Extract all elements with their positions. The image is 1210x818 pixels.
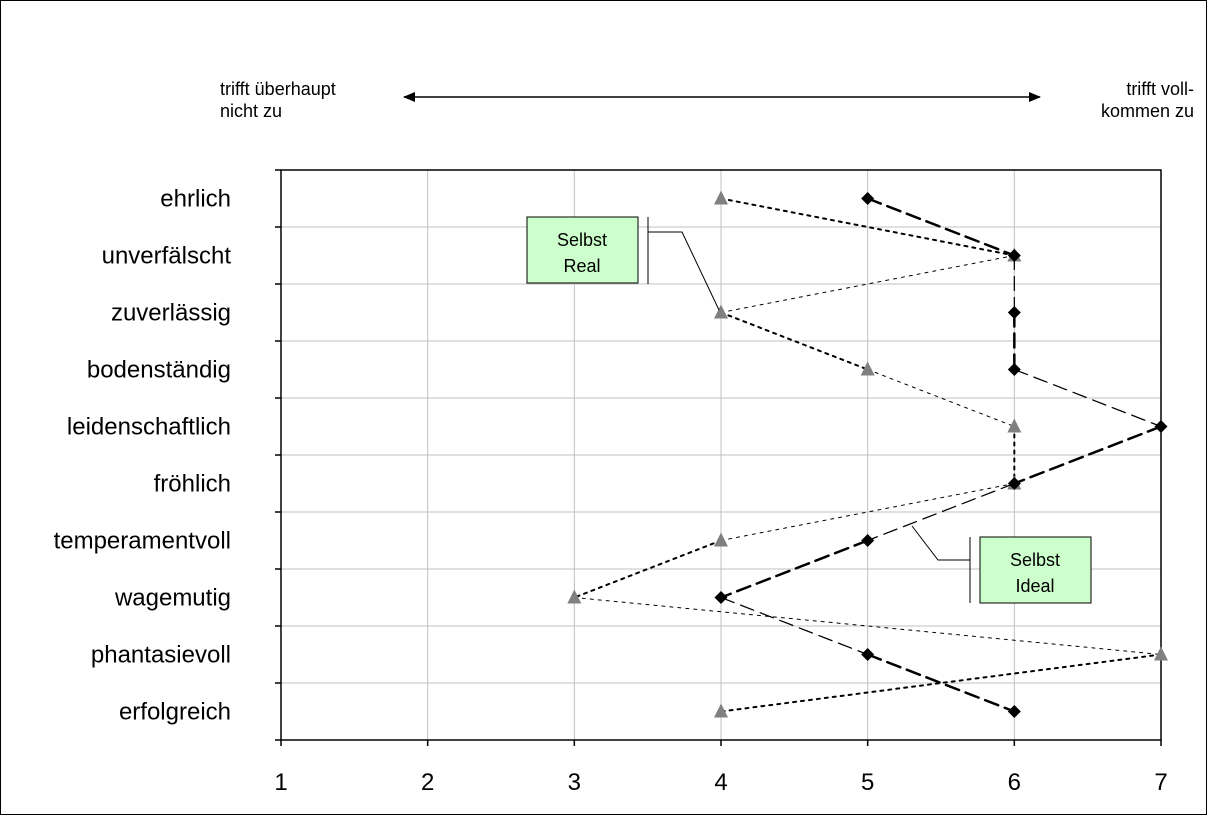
scale-left-line1: trifft überhaupt [220, 79, 336, 99]
series-real-point [714, 190, 728, 205]
real-label-line2: Real [563, 256, 600, 276]
series-ideal-point [861, 648, 875, 661]
series-ideal-segment [719, 539, 869, 599]
series-ideal-segment [1013, 425, 1163, 485]
series-ideal-point [1007, 306, 1021, 319]
x-tick-label: 1 [274, 769, 287, 796]
x-tick-label: 4 [714, 769, 727, 796]
series-real-point [714, 532, 728, 547]
series-real-segment [720, 653, 1162, 713]
series-real-point [714, 703, 728, 718]
series-real-segment [720, 483, 1015, 541]
series-real-segment [720, 311, 869, 371]
gridlines [281, 170, 1161, 740]
series-ideal-point [1007, 249, 1021, 262]
axes: ehrlich unverfälscht zuverlässig bodenständ… [54, 169, 1168, 796]
y-tick-label: unverfälscht [102, 243, 232, 270]
series-real-point [860, 361, 875, 376]
ideal-label-line2: Ideal [1015, 576, 1054, 596]
y-tick-label: fröhlich [154, 471, 231, 498]
scale-left-line2: nicht zu [220, 101, 283, 121]
ideal-leader-line [911, 525, 970, 561]
real-label-box [526, 216, 639, 284]
series [567, 190, 1168, 718]
series-ideal-point [1007, 477, 1021, 490]
series-ideal-segment [1013, 368, 1162, 428]
y-tick-label: erfolgreich [119, 699, 231, 726]
x-tick-label: 5 [861, 769, 874, 796]
series-real-segment [573, 597, 1162, 655]
scale-right-line1: trifft voll- [1126, 79, 1194, 99]
real-label-line1: Selbst [557, 230, 607, 250]
series-ideal-segment [866, 197, 1016, 257]
legend-callout-ideal: Selbst Ideal [911, 525, 1092, 604]
y-tick-label: leidenschaftlich [67, 414, 231, 441]
x-tick-label: 6 [1008, 769, 1021, 796]
series-real-point [1154, 646, 1168, 661]
y-tick-label: temperamentvoll [54, 528, 231, 555]
series-ideal-segment [867, 482, 1015, 542]
series-ideal-point [714, 591, 728, 604]
series-ideal-point [1007, 705, 1021, 718]
series-real-segment [573, 539, 722, 599]
ideal-label-box [979, 536, 1092, 604]
series-real-point [714, 304, 728, 319]
x-tick-label: 7 [1154, 769, 1167, 796]
series-ideal-point [861, 192, 875, 205]
series-real-segment [720, 255, 1015, 313]
ideal-label-line1: Selbst [1010, 550, 1060, 570]
x-tick-label: 3 [568, 769, 581, 796]
scale-left-label: trifft überhaupt nicht zu [220, 78, 336, 122]
series-real-point [1007, 418, 1022, 433]
series-ideal-segment [866, 653, 1016, 713]
series-real-segment [867, 369, 1015, 427]
scale-right-label: trifft voll- kommen zu [1101, 78, 1194, 122]
real-leader-line [648, 231, 720, 311]
series-ideal-segment [720, 596, 869, 656]
y-tick-label: bodenständig [87, 357, 231, 384]
series-ideal-point [1154, 420, 1168, 433]
series-ideal-point [861, 534, 875, 547]
y-tick-label: ehrlich [160, 186, 231, 213]
series-ideal-point [1007, 363, 1021, 376]
series-real-segment [720, 197, 1016, 257]
x-tick-label: 2 [421, 769, 434, 796]
y-tick-label: zuverlässig [111, 300, 231, 327]
y-tick-label: wagemutig [114, 585, 231, 612]
legend-callout-real: Selbst Real [526, 216, 720, 311]
scale-right-line2: kommen zu [1100, 101, 1194, 121]
y-tick-label: phantasievoll [91, 642, 231, 669]
series-real-point [567, 589, 582, 604]
